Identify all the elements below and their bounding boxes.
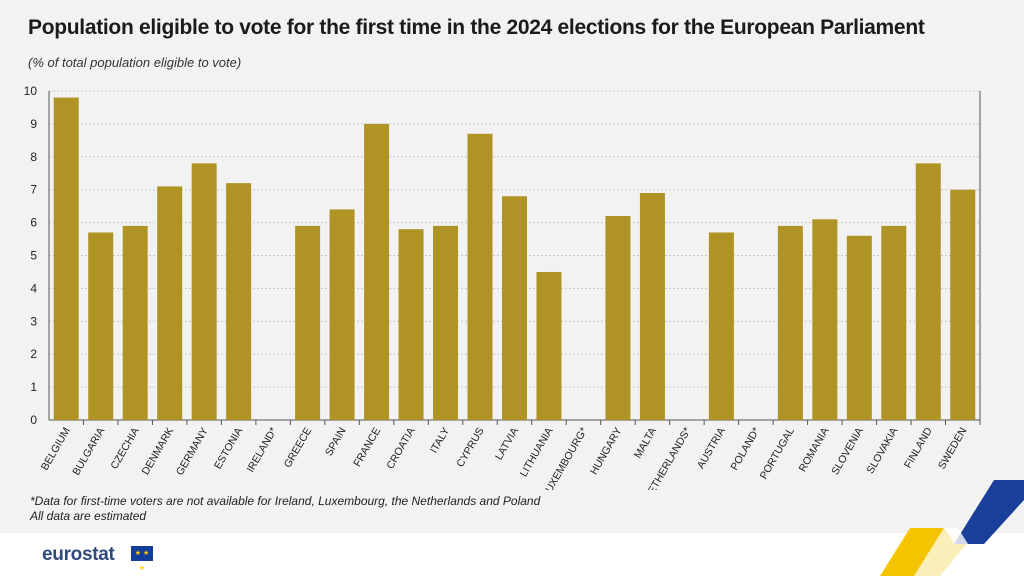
x-tick-label: CZECHIA xyxy=(108,426,141,472)
bar-france xyxy=(364,123,390,421)
footnote-missing-data: *Data for first-time voters are not avai… xyxy=(30,494,541,508)
x-tick-label: GERMANY xyxy=(174,426,211,478)
x-tick-label: AUSTRIA xyxy=(695,426,728,471)
x-tick-label: CROATIA xyxy=(384,426,417,472)
footer-band xyxy=(0,533,1024,576)
bar-latvia xyxy=(502,196,527,420)
x-tick-label: SWEDEN xyxy=(936,426,969,472)
x-tick-label: SLOVAKIA xyxy=(864,426,900,476)
x-tick-label: FRANCE xyxy=(351,426,383,469)
white-gap xyxy=(944,528,968,544)
x-tick-label: ROMANIA xyxy=(797,426,832,474)
bar-hungary xyxy=(605,216,631,420)
x-tick-label: POLAND* xyxy=(728,426,762,473)
x-tick-label: LITHUANIA xyxy=(518,426,556,479)
bar-estonia xyxy=(226,183,252,420)
x-tick-label: ESTONIA xyxy=(212,426,245,472)
y-tick-label: 10 xyxy=(24,84,38,98)
bar-austria xyxy=(708,232,734,420)
y-tick-label: 3 xyxy=(30,314,37,328)
bar-slovakia xyxy=(881,225,907,420)
eurostat-logo: eurostat xyxy=(42,544,115,565)
y-tick-label: 5 xyxy=(30,249,37,263)
bar-greece xyxy=(295,225,321,420)
x-tick-label: DENMARK xyxy=(140,426,177,477)
bar-lithuania xyxy=(536,271,562,420)
chart-subtitle: (% of total population eligible to vote) xyxy=(28,55,242,70)
bar-italy xyxy=(433,225,459,420)
blue-stripe xyxy=(954,480,1024,544)
bar-denmark xyxy=(157,186,183,420)
bar-portugal xyxy=(777,225,803,420)
bar-sweden xyxy=(950,189,976,420)
x-tick-label: SPAIN xyxy=(323,426,349,459)
bar-czechia xyxy=(122,225,148,420)
y-tick-label: 9 xyxy=(30,117,37,131)
bar-malta xyxy=(639,192,665,420)
bar-croatia xyxy=(398,229,424,420)
bar-belgium xyxy=(53,97,79,420)
yellow-stripe xyxy=(880,528,944,576)
x-tick-label: PORTUGAL xyxy=(758,425,797,481)
y-tick-label: 1 xyxy=(30,380,37,394)
bar-bulgaria xyxy=(88,232,114,420)
chart-title: Population eligible to vote for the firs… xyxy=(28,16,925,39)
y-tick-label: 4 xyxy=(30,281,37,295)
x-tick-label: CYPRUS xyxy=(454,426,486,470)
y-tick-label: 2 xyxy=(30,347,37,361)
x-tick-label: BULGARIA xyxy=(70,426,107,478)
bar-spain xyxy=(329,209,355,420)
x-tick-label: HUNGARY xyxy=(588,426,625,477)
eu-flag-icon: ★ ★ ★ xyxy=(131,546,153,572)
bar-finland xyxy=(915,163,941,420)
y-tick-label: 8 xyxy=(30,150,37,164)
footnotes: *Data for first-time voters are not avai… xyxy=(30,494,540,524)
x-tick-label: MALTA xyxy=(632,426,659,461)
footnote-estimated: All data are estimated xyxy=(30,509,147,523)
x-tick-label: IRELAND* xyxy=(245,426,280,475)
bar-cyprus xyxy=(467,133,493,420)
bar-romania xyxy=(812,219,838,420)
x-tick-label: FINLAND xyxy=(902,425,935,470)
x-tick-label: BELGIUM xyxy=(39,426,73,473)
y-tick-label: 7 xyxy=(30,183,37,197)
x-tick-label: GREECE xyxy=(282,426,315,470)
x-tick-label: ITALY xyxy=(428,426,452,456)
y-tick-label: 0 xyxy=(30,413,37,427)
bar-germany xyxy=(191,163,217,420)
y-tick-label: 6 xyxy=(30,216,37,230)
x-tick-label: LATVIA xyxy=(493,426,521,463)
decorative-chevron-graphic xyxy=(880,480,1024,576)
bar-slovenia xyxy=(846,235,872,420)
